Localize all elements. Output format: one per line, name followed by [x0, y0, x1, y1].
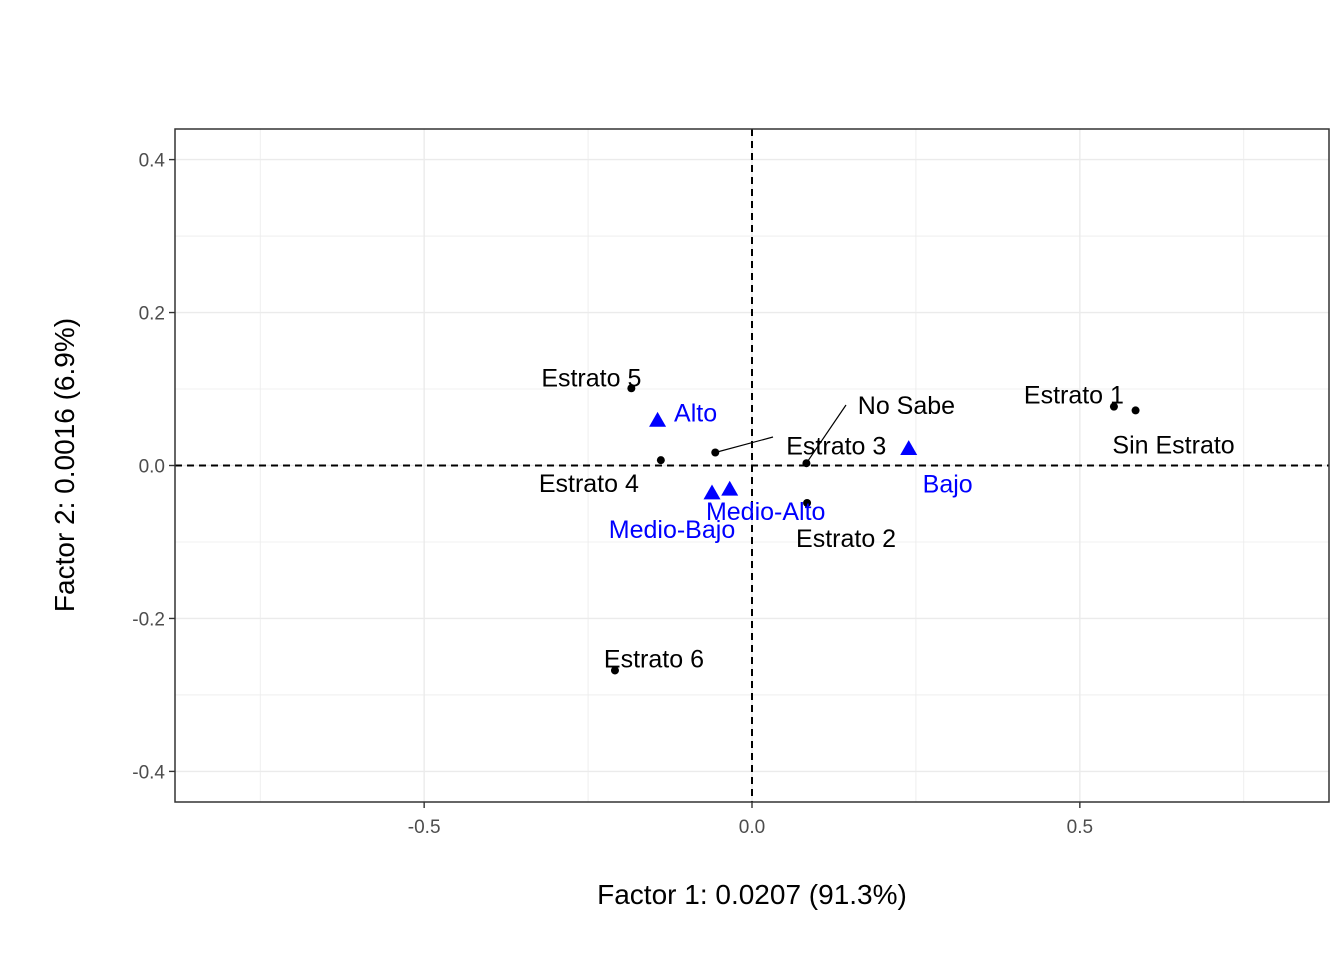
y-tick-label: 0.0: [139, 457, 165, 478]
data-points: [610, 384, 1140, 675]
panel-border: [174, 128, 1330, 803]
point-estrato-6: [610, 666, 619, 675]
point-estrato-3: [711, 448, 720, 457]
point-labels: Estrato 1 Sin Estrato Estrato 2 No Sabe Estr…: [539, 364, 1235, 673]
point-estrato-2: [803, 498, 812, 507]
x-axis-title: Factor 1: 0.0207 (91.3%): [597, 879, 907, 910]
x-tick-label: 0.0: [739, 817, 765, 838]
point-estrato-5: [627, 384, 636, 393]
label-estrato-6: Estrato 6: [604, 645, 704, 673]
x-tick-label: 0.5: [1067, 817, 1093, 838]
label-medio-bajo: Medio-Bajo: [609, 516, 735, 544]
y-axis-title: Factor 2: 0.0016 (6.9%): [49, 318, 80, 612]
point-estrato-1: [1109, 402, 1118, 411]
label-estrato-3: Estrato 3: [786, 432, 886, 460]
point-medio-bajo: [703, 484, 721, 500]
y-tick-label: 0.4: [139, 151, 166, 172]
y-tick-label: -0.4: [132, 762, 165, 783]
label-medio-alto: Medio-Alto: [706, 498, 826, 526]
point-no-sabe: [802, 459, 811, 468]
label-no-sabe: No Sabe: [858, 392, 955, 420]
label-bajo: Bajo: [923, 471, 973, 499]
point-estrato-4: [656, 456, 665, 465]
label-estrato-2: Estrato 2: [796, 525, 896, 553]
point-sin-estrato: [1131, 406, 1140, 415]
y-tick-label: -0.2: [132, 609, 165, 630]
label-alto: Alto: [674, 399, 717, 427]
y-tick-label: 0.2: [139, 304, 165, 325]
point-alto: [649, 411, 667, 427]
leader-line-no-sabe: [805, 404, 847, 464]
label-estrato-1: Estrato 1: [1024, 382, 1124, 410]
label-estrato-5: Estrato 5: [541, 364, 641, 392]
label-sin-estrato: Sin Estrato: [1112, 431, 1234, 459]
label-estrato-4: Estrato 4: [539, 470, 639, 498]
reference-lines: [175, 129, 1329, 802]
label-leader-lines: [715, 404, 847, 464]
point-medio-alto: [721, 480, 739, 496]
axis-ticks: -0.5 0.0 0.5 -0.4 -0.2 0.0 0.2 0.4: [132, 151, 1093, 838]
point-bajo: [900, 440, 918, 456]
leader-line-estrato-3: [715, 436, 774, 454]
x-tick-label: -0.5: [408, 817, 441, 838]
